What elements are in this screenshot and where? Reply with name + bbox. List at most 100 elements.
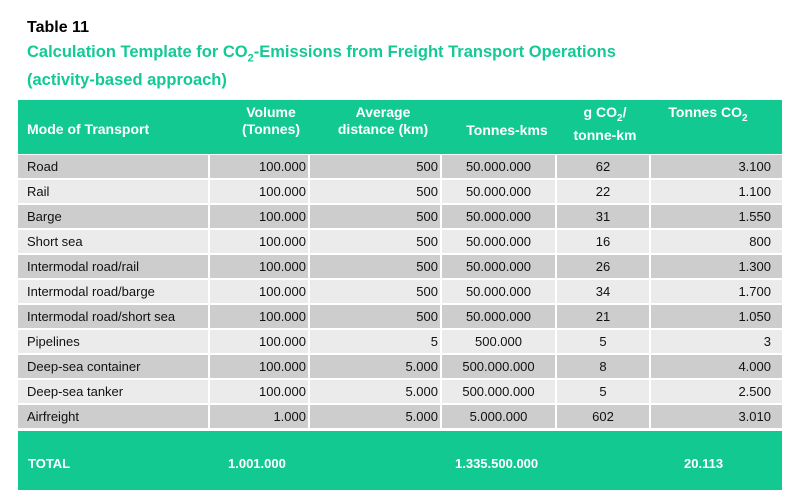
cell-g-co2: 62 [595,159,611,174]
cell-background [310,330,440,353]
cell-g-co2: 21 [595,309,611,324]
cell-tonnes-co2: 3.100 [738,159,771,174]
header-volume: Volume (Tonnes) [232,104,310,138]
header-tonne-kms: Tonnes-kms [466,122,548,138]
cell-background [557,355,649,378]
cell-volume: 100.000 [259,334,306,349]
header-distance-line2: distance (km) [337,121,429,137]
total-tonne-kms: 1.335.500.000 [455,456,539,471]
cell-background [557,205,649,228]
cell-tonnes-co2: 3 [763,334,771,349]
cell-background [210,255,308,278]
cell-distance: 5.000 [405,384,438,399]
cell-g-co2: 8 [599,359,607,374]
table-row: Barge 100.000 500 50.000.000 31 1.550 [18,204,782,229]
cell-g-co2: 5 [599,334,607,349]
table-row: Short sea 100.000 500 50.000.000 16 800 [18,229,782,254]
table-row: Intermodal road/short sea 100.000 500 50.00… [18,304,782,329]
cell-background [210,305,308,328]
cell-tonne-kms: 5.000.000 [469,409,528,424]
header-g-line2: tonne-km [573,126,637,143]
cell-background [651,405,782,428]
table-row: Deep-sea container 100.000 5.000 500.000.00… [18,354,782,379]
title-line-2: (activity-based approach) [27,71,227,90]
cell-background [18,205,208,228]
cell-background [651,380,782,403]
cell-tonne-kms: 500.000 [475,334,522,349]
cell-distance: 500 [416,234,438,249]
cell-volume: 100.000 [259,284,306,299]
header-tonnes-co2: Tonnes CO2 [658,104,758,127]
cell-background [442,380,555,403]
cell-background [651,180,782,203]
cell-volume: 100.000 [259,184,306,199]
cell-background [557,405,649,428]
cell-background [210,280,308,303]
cell-volume: 100.000 [259,209,306,224]
cell-distance: 500 [416,259,438,274]
cell-background [651,155,782,178]
cell-background [310,280,440,303]
header-distance-line1: Average [355,104,411,120]
cell-tonnes-co2: 2.500 [738,384,771,399]
cell-mode: Rail [27,184,50,199]
header-volume-line1: Volume [246,104,296,120]
cell-mode: Deep-sea tanker [27,384,124,399]
cell-background [557,305,649,328]
table-header: Mode of Transport Volume (Tonnes) Averag… [18,100,782,154]
cell-background [310,155,440,178]
cell-distance: 5 [430,334,438,349]
cell-background [557,230,649,253]
cell-distance: 500 [416,309,438,324]
cell-volume: 1.000 [273,409,306,424]
cell-tonnes-co2: 4.000 [738,359,771,374]
cell-background [310,355,440,378]
cell-background [310,255,440,278]
cell-background [210,380,308,403]
cell-background [18,380,208,403]
cell-tonnes-co2: 1.550 [738,209,771,224]
cell-background [557,180,649,203]
cell-background [651,255,782,278]
header-tonnes-sub: 2 [742,112,748,124]
cell-mode: Road [27,159,59,174]
cell-mode: Deep-sea container [27,359,141,374]
cell-background [442,305,555,328]
cell-background [557,380,649,403]
cell-volume: 100.000 [259,309,306,324]
cell-background [442,330,555,353]
cell-tonne-kms: 50.000.000 [465,209,532,224]
cell-background [310,380,440,403]
cell-tonne-kms: 50.000.000 [465,309,532,324]
cell-background [442,280,555,303]
cell-background [442,230,555,253]
cell-distance: 5.000 [405,409,438,424]
title-subscript: 2 [247,52,254,65]
cell-mode: Pipelines [27,334,80,349]
cell-tonnes-co2: 1.100 [738,184,771,199]
table-row: Intermodal road/rail 100.000 500 50.000.000… [18,254,782,279]
cell-g-co2: 34 [595,284,611,299]
table-row: Road 100.000 500 50.000.000 62 3.100 [18,154,782,179]
header-g-co2: g CO2/ tonne-km [561,104,649,144]
cell-background [18,305,208,328]
cell-background [18,230,208,253]
cell-mode: Intermodal road/short sea [27,309,176,324]
cell-tonne-kms: 500.000.000 [462,359,535,374]
title-part-a: Calculation Template for CO [27,43,248,61]
cell-distance: 500 [416,159,438,174]
cell-volume: 100.000 [259,384,306,399]
cell-volume: 100.000 [259,159,306,174]
cell-background [18,280,208,303]
cell-background [310,180,440,203]
cell-distance: 5.000 [405,359,438,374]
cell-background [442,180,555,203]
cell-g-co2: 31 [595,209,611,224]
cell-background [651,355,782,378]
total-tonnes-co2: 20.113 [684,456,724,471]
cell-tonne-kms: 50.000.000 [465,234,532,249]
cell-tonne-kms: 500.000.000 [462,384,535,399]
cell-background [310,230,440,253]
total-row: TOTAL 1.001.000 1.335.500.000 20.113 [18,431,782,490]
cell-background [651,330,782,353]
